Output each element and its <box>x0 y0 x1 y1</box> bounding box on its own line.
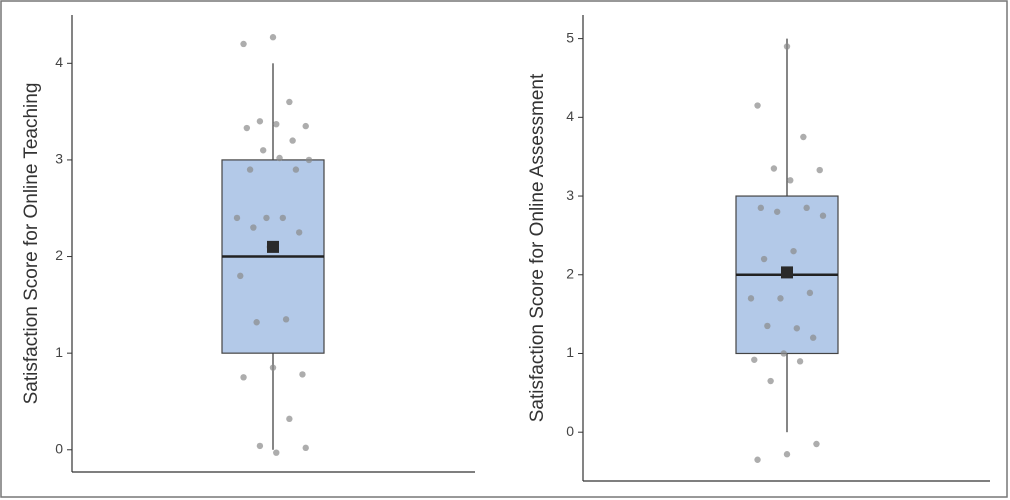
y-tick-label: 1 <box>55 344 63 360</box>
data-point <box>787 177 794 184</box>
data-point <box>273 120 280 128</box>
data-point <box>783 43 791 50</box>
data-point <box>773 208 781 215</box>
data-point <box>299 371 306 378</box>
y-tick-label: 2 <box>566 265 574 281</box>
data-point <box>816 166 823 174</box>
data-point <box>292 166 300 173</box>
data-point <box>770 165 778 172</box>
y-tick-label: 4 <box>566 108 574 124</box>
data-point <box>813 440 820 448</box>
data-point <box>806 289 814 297</box>
data-point <box>790 247 797 255</box>
data-point <box>793 325 801 332</box>
y-tick-label: 3 <box>55 151 63 167</box>
data-point <box>777 295 784 302</box>
data-point <box>760 255 768 263</box>
data-point <box>803 204 810 212</box>
y-axis-label: Satisfaction Score for Online Assessment <box>527 73 548 422</box>
data-point <box>751 356 758 363</box>
data-point <box>253 319 260 326</box>
data-point <box>282 316 290 323</box>
data-point <box>269 34 277 41</box>
data-point <box>780 350 787 357</box>
data-point <box>243 124 251 132</box>
y-tick-label: 0 <box>55 440 63 456</box>
data-point <box>237 272 244 280</box>
data-point <box>256 118 264 125</box>
data-point <box>263 214 270 222</box>
data-point <box>240 40 247 48</box>
data-point <box>754 102 761 109</box>
data-point <box>809 334 817 341</box>
y-axis-label: Satisfaction Score for Online Teaching <box>21 83 42 405</box>
y-tick-label: 3 <box>566 187 574 203</box>
data-point <box>233 214 241 222</box>
mean <box>781 266 793 279</box>
y-tick-label: 0 <box>566 423 574 439</box>
data-point <box>767 377 774 385</box>
data-point <box>250 224 257 231</box>
data-point <box>240 374 247 381</box>
data-point <box>246 166 254 173</box>
data-point <box>302 122 309 130</box>
data-point <box>289 137 296 144</box>
data-point <box>259 147 267 154</box>
data-point <box>295 229 303 236</box>
data-point <box>747 295 755 302</box>
data-point <box>279 214 287 222</box>
data-point <box>764 322 771 330</box>
data-point <box>305 156 313 164</box>
data-point <box>269 364 277 371</box>
data-point <box>819 212 827 219</box>
data-point <box>302 444 309 452</box>
y-tick-label: 4 <box>55 54 63 70</box>
data-point <box>256 442 264 450</box>
data-point <box>800 133 807 141</box>
data-point <box>783 451 791 458</box>
data-point <box>273 449 280 456</box>
y-tick-label: 1 <box>566 344 574 360</box>
data-point <box>276 154 283 162</box>
data-point <box>757 204 765 212</box>
mean <box>267 240 279 253</box>
y-tick-label: 5 <box>566 29 574 45</box>
data-point <box>286 98 293 106</box>
data-point <box>754 456 761 463</box>
y-tick-label: 2 <box>55 247 63 263</box>
data-point <box>796 358 804 365</box>
data-point <box>286 415 293 423</box>
